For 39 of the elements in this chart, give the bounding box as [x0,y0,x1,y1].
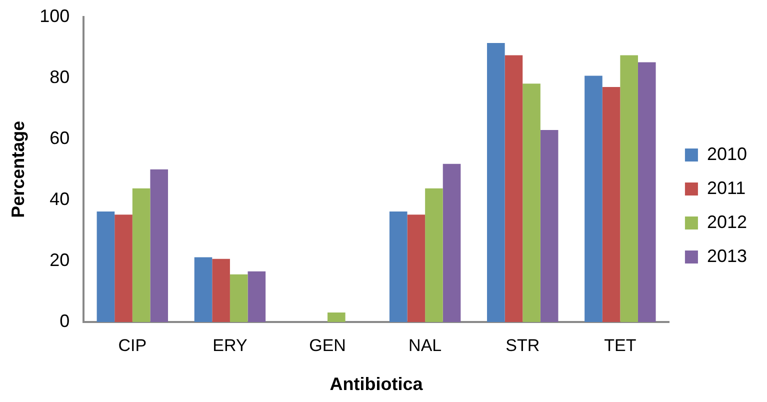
bar [425,188,443,322]
bar [212,258,230,322]
bar [114,214,132,322]
x-tick-label: GEN [309,336,346,355]
y-tick-label: 20 [50,250,70,270]
bar [389,212,408,322]
x-tick-label: CIP [118,336,147,355]
bar [328,312,346,322]
y-tick-label: 80 [50,66,70,87]
legend-label: 2011 [706,178,746,198]
legend-label: 2013 [706,246,748,266]
bar [602,86,620,322]
bar [248,271,266,322]
bar [150,169,168,322]
x-tick-label: STR [506,336,540,355]
bar [540,130,558,322]
y-tick-label: 40 [50,188,70,209]
bar [230,274,248,322]
y-tick-label: 0 [60,310,70,331]
x-tick-label: TET [604,336,636,355]
y-axis-title: Percentage [8,120,28,218]
bar [96,212,115,322]
bar [407,214,426,322]
bar [132,188,150,322]
bar [442,164,461,322]
x-tick-label: NAL [408,336,442,355]
bar [194,257,212,322]
x-tick-label: ERY [212,336,248,355]
bar [504,55,523,322]
bar [638,62,656,322]
bar [522,84,540,322]
y-tick-label: 60 [50,128,70,148]
x-axis-title: Antibiotica [330,374,424,394]
legend-label: 2012 [706,212,748,232]
bar [584,76,602,322]
y-tick-label: 100 [40,6,70,26]
bar [620,55,638,322]
legend-label: 2010 [706,144,748,164]
bar [487,43,505,322]
